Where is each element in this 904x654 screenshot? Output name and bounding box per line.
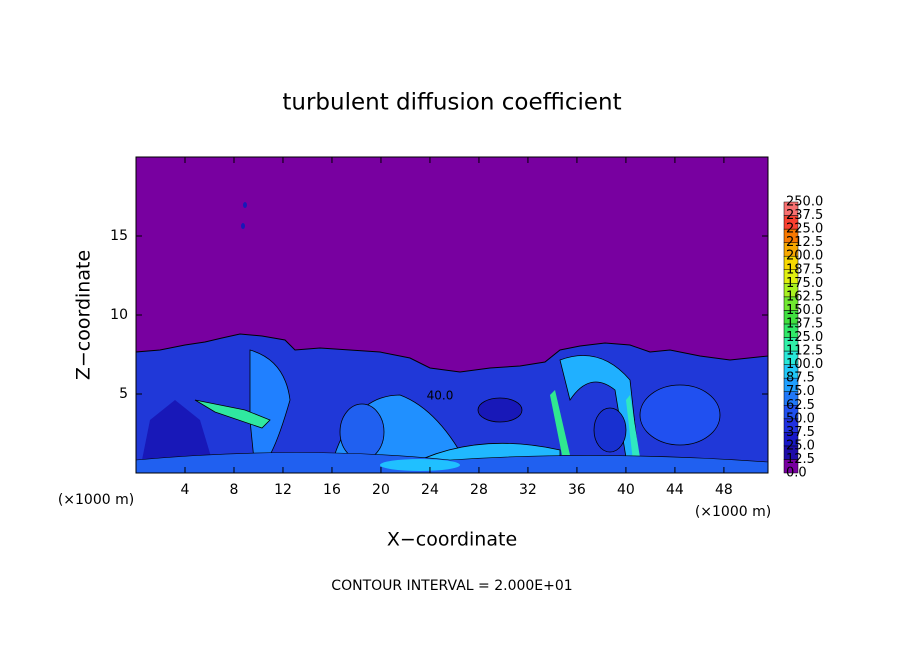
- x-tick-label: 44: [666, 482, 684, 498]
- colorbar-label: 175.0: [786, 276, 823, 291]
- x-tick-label: 4: [181, 482, 190, 498]
- colorbar-label: 237.5: [786, 208, 823, 223]
- field-patch: [477, 397, 523, 423]
- y-tick-label: 15: [110, 228, 128, 244]
- colorbar-label: 187.5: [786, 262, 823, 277]
- x-tick-label: 12: [274, 482, 292, 498]
- x-unit-label: (×1000 m): [695, 504, 771, 520]
- colorbar-label: 162.5: [786, 289, 823, 304]
- colorbar-label: 62.5: [786, 398, 815, 413]
- x-tick-label: 16: [323, 482, 341, 498]
- field-patch: [243, 202, 247, 208]
- colorbar-label: 50.0: [786, 411, 815, 426]
- x-tick-label: 20: [372, 482, 390, 498]
- colorbar-label: 150.0: [786, 303, 823, 318]
- colorbar-label: 12.5: [786, 452, 815, 467]
- chart-title: turbulent diffusion coefficient: [282, 90, 621, 116]
- colorbar-label: 200.0: [786, 249, 823, 264]
- colorbar-label: 87.5: [786, 371, 815, 386]
- colorbar-label: 75.0: [786, 384, 815, 399]
- field-patch: [241, 223, 245, 229]
- field-patch: [380, 459, 460, 471]
- colorbar-label: 25.0: [786, 438, 815, 453]
- x-tick-label: 36: [568, 482, 586, 498]
- field-patch: [140, 400, 215, 470]
- y-tick-label: 10: [110, 307, 128, 323]
- x-tick-label: 8: [230, 482, 239, 498]
- footnote: CONTOUR INTERVAL = 2.000E+01: [331, 578, 572, 594]
- field: [135, 157, 769, 474]
- x-tick-label: 32: [519, 482, 537, 498]
- field-patch: [626, 395, 642, 470]
- colorbar-label: 125.0: [786, 330, 823, 345]
- colorbar-bin: [783, 201, 799, 216]
- x-tick-label: 24: [421, 482, 439, 498]
- colorbar-label: 112.5: [786, 344, 823, 359]
- y-tick-label: 5: [119, 386, 128, 402]
- x-tick-label: 40: [617, 482, 635, 498]
- field-patch: [194, 399, 271, 429]
- field-patch: [339, 403, 385, 461]
- colorbar-label: 137.5: [786, 316, 823, 331]
- colorbar-label: 250.0: [786, 195, 823, 210]
- field-patch: [639, 384, 721, 446]
- colorbar-label: 100.0: [786, 357, 823, 372]
- colorbar-label: 225.0: [786, 222, 823, 237]
- x-tick-label: 28: [470, 482, 488, 498]
- y-axis-label: Z−coordinate: [73, 250, 95, 380]
- contour-label: 40.0: [427, 389, 454, 403]
- field-patch: [550, 390, 570, 455]
- x-tick-label: 48: [715, 482, 733, 498]
- colorbar-label: 37.5: [786, 425, 815, 440]
- x-axis-label: X−coordinate: [387, 529, 517, 551]
- colorbar-label: 212.5: [786, 235, 823, 250]
- colorbar-label: 0.0: [786, 466, 807, 481]
- field-patch: [593, 407, 627, 453]
- x-unit-label: (×1000 m): [58, 492, 134, 508]
